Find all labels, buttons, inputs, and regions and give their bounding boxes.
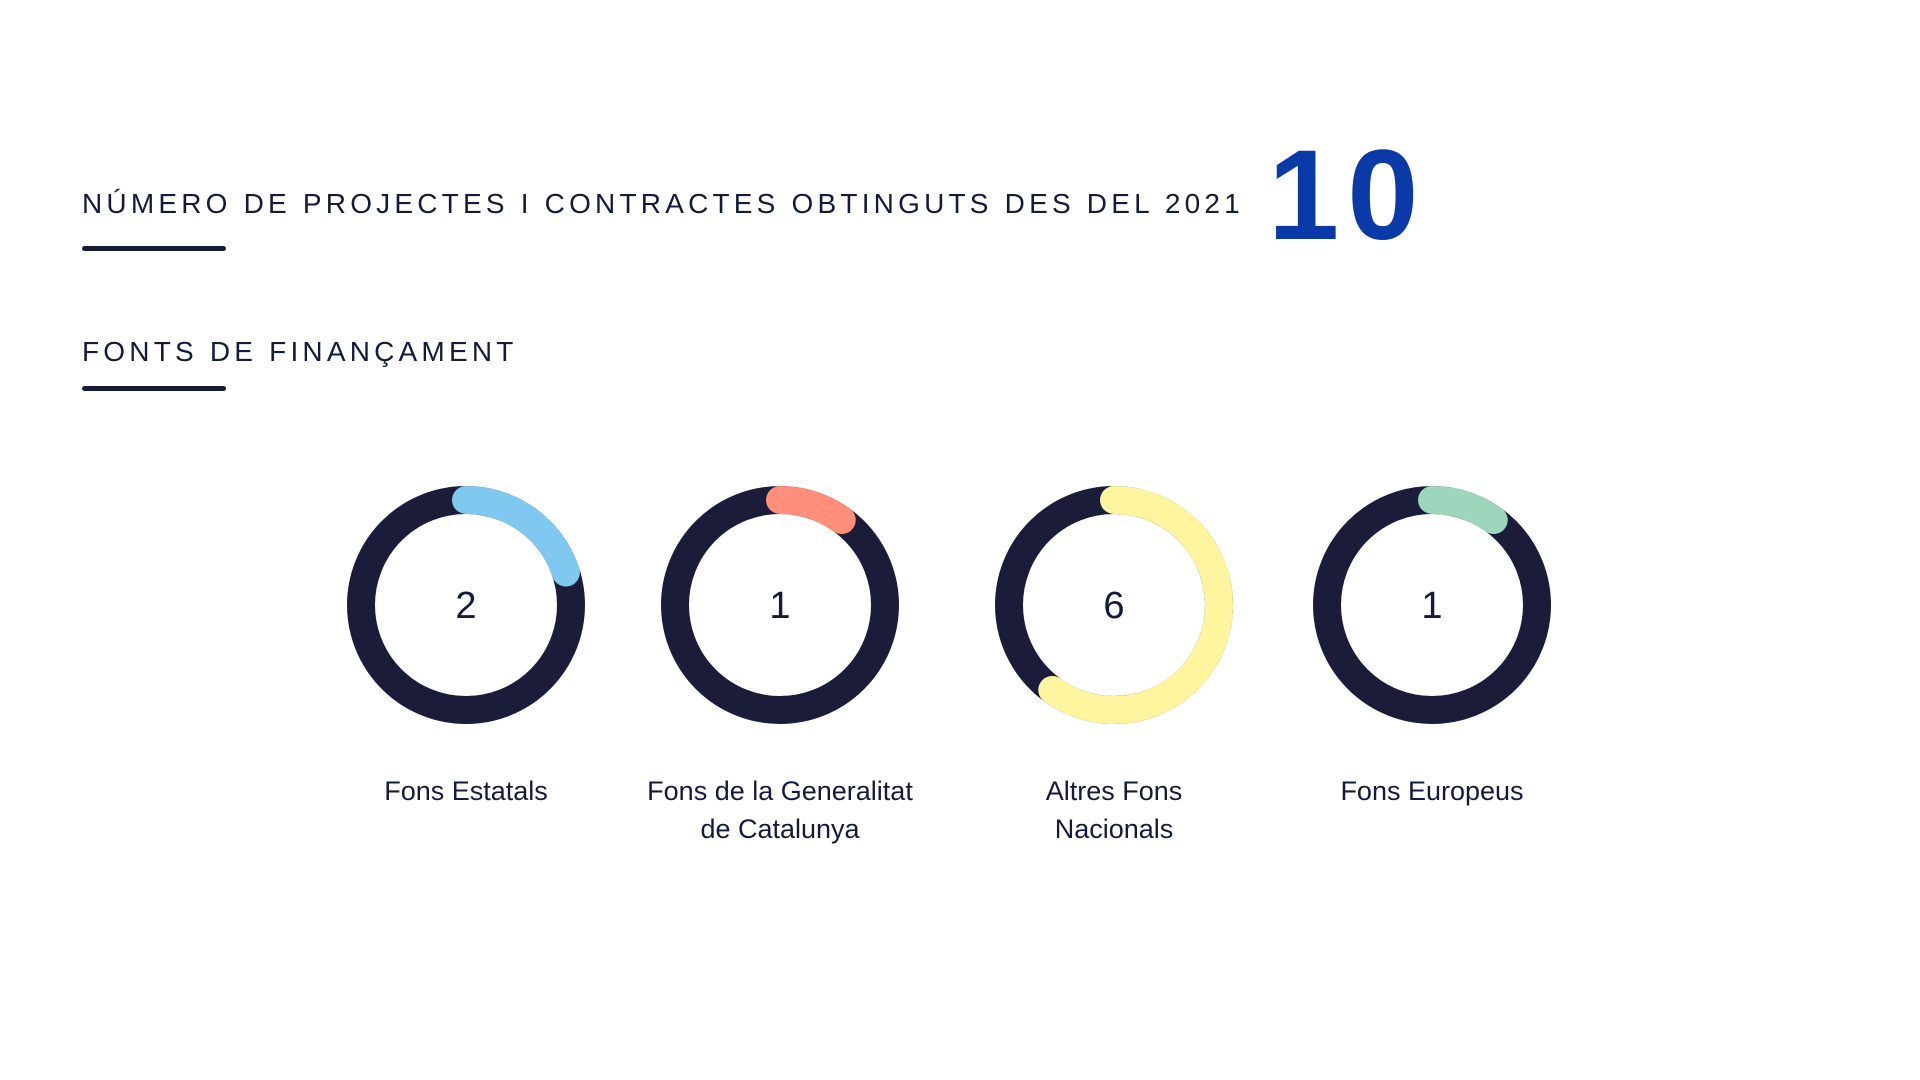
donut-label: Altres Fons Nacionals	[1046, 776, 1183, 844]
donut-4: 1 Fons Europeus	[1313, 486, 1551, 806]
donut-value: 1	[1421, 585, 1442, 627]
total-projects-value: 10	[1268, 124, 1427, 267]
donut-segment	[1038, 486, 1233, 724]
heading-underline	[82, 386, 226, 391]
donut-segment	[1418, 486, 1508, 535]
funding-sources-heading: FONTS DE FINANÇAMENT	[82, 336, 518, 367]
donut-value: 1	[769, 585, 790, 627]
heading-underline	[82, 246, 226, 251]
donut-value: 2	[455, 585, 476, 627]
donut-2: 1 Fons de la Generalitat de Catalunya	[647, 486, 913, 844]
donut-label: Fons de la Generalitat de Catalunya	[647, 776, 913, 844]
donut-value: 6	[1103, 585, 1124, 627]
donut-segment	[766, 486, 856, 535]
total-projects-heading: NÚMERO DE PROJECTES I CONTRACTES OBTINGU…	[82, 188, 1244, 219]
donut-1: 2 Fons Estatals	[347, 486, 585, 806]
donut-3: 6 Altres Fons Nacionals	[995, 486, 1233, 844]
donut-segment	[452, 486, 580, 587]
donut-label: Fons Estatals	[384, 776, 548, 806]
donut-label: Fons Europeus	[1340, 776, 1523, 806]
